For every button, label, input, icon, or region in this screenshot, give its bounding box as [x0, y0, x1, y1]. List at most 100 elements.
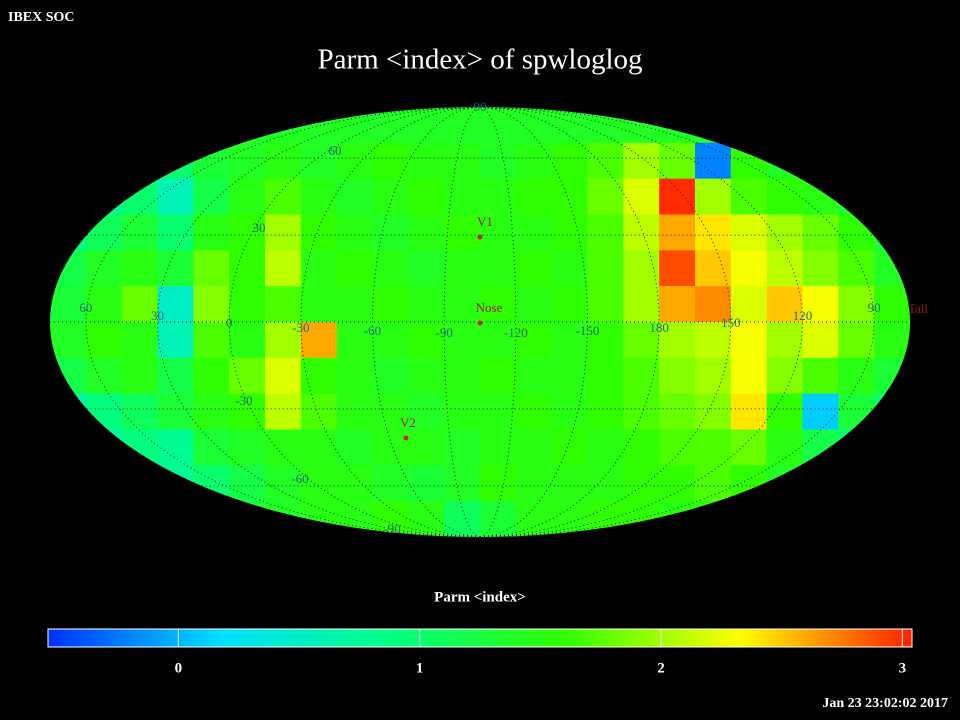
map-cell: [623, 250, 660, 287]
map-cell: [802, 250, 839, 287]
map-cell: [121, 250, 158, 287]
map-cell: [444, 501, 481, 537]
map-cell: [372, 322, 409, 359]
map-cell: [408, 286, 445, 323]
map-cell: [695, 142, 732, 180]
map-cell: [838, 286, 875, 323]
map-cell: [336, 429, 373, 466]
map-cell: [85, 322, 123, 359]
latitude-label: 30: [253, 220, 266, 235]
map-cell: [766, 178, 803, 215]
map-cell: [193, 250, 230, 287]
map-cell: [623, 286, 660, 323]
map-cell: [551, 322, 588, 359]
map-cell: [623, 393, 660, 430]
map-cell: [515, 142, 553, 180]
latitude-label: 90: [474, 99, 487, 114]
map-cell: [587, 178, 624, 215]
longitude-label: 0: [226, 315, 233, 330]
meridian: [479, 106, 589, 538]
map-cell: [50, 286, 87, 323]
map-cell: [515, 250, 553, 287]
map-cell: [730, 322, 768, 359]
map-cell: [623, 357, 660, 395]
map-cell: [766, 429, 803, 466]
map-cell: [229, 214, 266, 251]
map-cell: [193, 429, 230, 466]
longitude-label: -90: [435, 325, 452, 340]
map-cell: [695, 393, 732, 430]
map-cell: [444, 393, 481, 430]
map-cell: [121, 214, 158, 251]
map-cell: [695, 178, 732, 215]
colorbar-tick-label: 1: [416, 660, 424, 676]
longitude-label: 120: [793, 308, 813, 323]
map-cell: [730, 393, 768, 430]
map-cell: [551, 286, 588, 323]
map-cell: [336, 465, 373, 502]
map-cell: [157, 357, 194, 395]
map-cell: [336, 322, 373, 359]
map-cell: [730, 357, 768, 395]
map-cell: [766, 322, 803, 359]
map-cell: [659, 465, 696, 502]
title: Parm <index> of spwloglog: [317, 44, 642, 76]
map-cell: [372, 286, 409, 323]
map-cell: [408, 465, 445, 502]
marker-label: V1: [477, 214, 493, 229]
map-cell: [229, 393, 266, 430]
meridian: [371, 106, 481, 538]
map-cell: [515, 501, 553, 537]
map-cell: [730, 250, 768, 287]
map-cell: [121, 357, 158, 395]
map-cell: [121, 286, 158, 323]
map-cell: [766, 286, 803, 323]
timestamp: Jan 23 23:02:02 2017: [822, 696, 948, 711]
map-cell: [408, 142, 445, 180]
map-cell: [193, 357, 230, 395]
map-cell: [802, 214, 839, 251]
map-cell: [587, 393, 624, 430]
map-cell: [480, 178, 517, 215]
map-cell: [193, 322, 230, 359]
map-cell: [515, 322, 553, 359]
map-cell: [551, 393, 588, 430]
map-cell: [480, 286, 517, 323]
map-cell: [659, 250, 696, 287]
map-cell: [408, 322, 445, 359]
map-cell: [193, 214, 230, 251]
latitude-label: -30: [235, 393, 252, 408]
map-cell: [444, 357, 481, 395]
map-cell: [157, 286, 194, 323]
map-cell: [515, 393, 553, 430]
map-cell: [193, 393, 230, 430]
corner-label: IBEX SOC: [8, 10, 75, 25]
map-cell: [265, 465, 302, 502]
map-cell: [802, 322, 839, 359]
map-cell: [444, 250, 481, 287]
map-cell: [229, 429, 266, 466]
meridian: [85, 106, 481, 538]
map-cell: [229, 286, 266, 323]
map-cell: [408, 501, 445, 537]
map-cell: [480, 357, 517, 395]
map-cell: [515, 178, 553, 215]
map-cell: [300, 322, 338, 359]
marker: [477, 234, 483, 240]
map-cell: [265, 142, 302, 180]
map-cell: [265, 429, 302, 466]
marker: [403, 435, 409, 441]
map-cell: [444, 178, 481, 215]
latitude-label: -90: [383, 521, 400, 536]
map-cell: [408, 429, 445, 466]
longitude-label: -120: [504, 325, 528, 340]
map-cell: [623, 322, 660, 359]
map-cell: [695, 322, 732, 359]
map-cell: [444, 107, 481, 144]
map-cell: [85, 357, 123, 395]
map-cell: [766, 357, 803, 395]
map-cell: [659, 357, 696, 395]
map-cell: [695, 429, 732, 466]
map-cell: [659, 322, 696, 359]
map-cell: [265, 322, 302, 359]
